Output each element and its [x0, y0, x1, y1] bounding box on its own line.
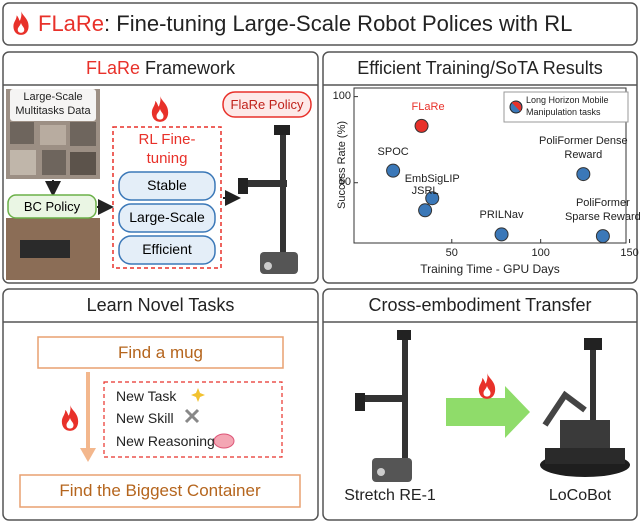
policy-box	[222, 91, 312, 118]
chart-title: Efficient Training/SoTA Results	[357, 58, 603, 78]
flame-icon	[478, 373, 496, 399]
end-task: Find the Biggest Container	[59, 481, 261, 500]
title-box	[2, 2, 638, 46]
property: Efficient	[142, 241, 192, 257]
property: Stable	[147, 177, 187, 193]
policy-label: FlaRe Policy	[230, 97, 304, 112]
point-label: JSRL	[411, 185, 439, 198]
bc-policy-box	[7, 194, 97, 219]
header-brand: FLaRe	[85, 58, 140, 78]
point-label: EmbSigLIP	[404, 173, 460, 186]
property: Large-Scale	[129, 209, 205, 225]
new-item: New Reasoning	[116, 433, 215, 449]
point	[576, 167, 591, 182]
point-label: PRILNav	[479, 209, 524, 222]
point-label: FLaRe	[411, 100, 445, 113]
point-label: PoliFormer Dense Reward	[539, 135, 628, 162]
brain-icon	[213, 433, 235, 449]
panel-header: FLaRe Framework	[0, 58, 321, 79]
rl-label: RL Fine-tuning	[138, 131, 196, 167]
y-tick-label: 50	[338, 175, 351, 188]
new-item: New Skill	[116, 410, 174, 426]
point	[595, 229, 610, 244]
robot-stretch	[355, 330, 412, 482]
x-tick-label: 150	[620, 247, 639, 259]
bc-policy: BC Policy	[23, 199, 81, 214]
property-boxes	[118, 171, 216, 265]
point-label: PoliFormer Sparse Reward	[564, 197, 640, 224]
flame-icon	[151, 96, 169, 122]
arrow-head	[80, 448, 96, 462]
tools-icon	[184, 408, 200, 424]
header-text: Framework	[145, 58, 236, 78]
x-tick-label: 50	[445, 247, 458, 259]
end-box	[19, 474, 301, 508]
point	[494, 227, 509, 242]
start-box	[37, 336, 284, 369]
robot-stretch	[238, 125, 298, 274]
point	[386, 163, 401, 178]
rl-box	[112, 126, 222, 269]
flame-icon	[61, 405, 79, 431]
transfer-arrow	[446, 386, 530, 438]
panel-header: Cross-embodiment Transfer	[368, 295, 592, 315]
data-image-tiles	[10, 122, 96, 175]
plot-frame	[353, 87, 627, 244]
point	[418, 203, 433, 218]
point	[425, 191, 440, 206]
robot-label: LoCoBot	[548, 487, 612, 504]
robot-locobot	[540, 338, 630, 477]
title-text: : Fine-tuning Large-Scale Robot Polices …	[104, 11, 573, 36]
panel-header: Learn Novel Tasks	[86, 295, 235, 315]
bc-image-detail	[20, 240, 70, 258]
new-item: New Task	[116, 388, 177, 404]
point	[414, 118, 429, 133]
x-axis-label: Training Time - GPU Days	[420, 262, 560, 276]
legend-label: Long Horizon Mobile Manipulation tasks	[526, 95, 609, 117]
y-tick-label: 100	[332, 89, 351, 102]
legend-icon-half	[511, 101, 522, 112]
sparkle-icon	[191, 388, 205, 402]
y-axis-label: Success Rate (%)	[336, 120, 348, 209]
x-tick-label: 100	[531, 247, 550, 259]
data-label-bg	[10, 89, 96, 121]
data-label: Large-Scale Multitasks Data	[15, 91, 91, 117]
panels	[2, 51, 638, 521]
legend-box	[503, 91, 629, 123]
title: FLaRe: Fine-tuning Large-Scale Robot Pol…	[38, 11, 572, 37]
robot-label: Stretch RE-1	[344, 487, 436, 504]
title-brand: FLaRe	[38, 11, 105, 36]
point-label: SPOC	[377, 145, 409, 158]
start-task: Find a mug	[117, 343, 204, 362]
